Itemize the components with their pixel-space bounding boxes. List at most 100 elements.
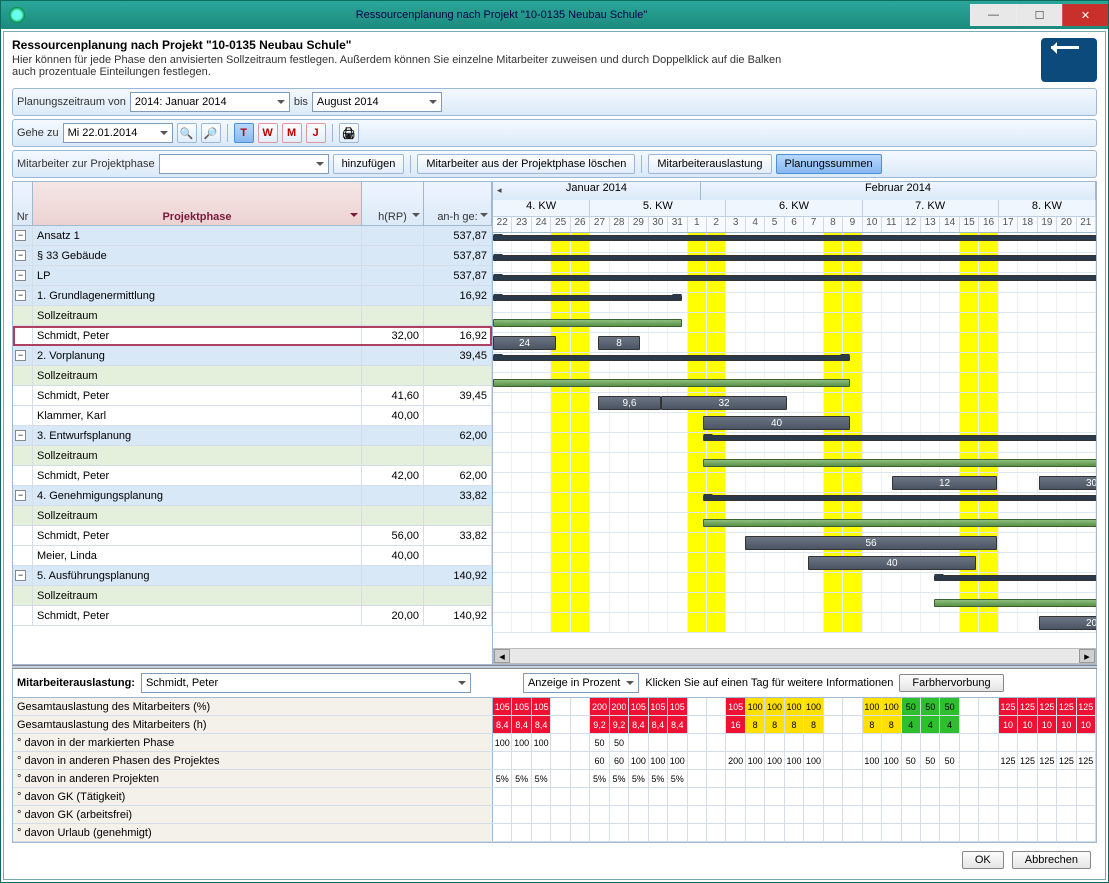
util-cell[interactable]: 100: [746, 752, 765, 769]
util-cell[interactable]: [785, 734, 804, 751]
util-cell[interactable]: [668, 734, 687, 751]
util-cell[interactable]: [1077, 770, 1096, 787]
util-cell[interactable]: [707, 806, 726, 823]
table-row[interactable]: −§ 33 Gebäude537,87: [13, 246, 492, 266]
util-cell[interactable]: 105: [532, 698, 551, 715]
util-cell[interactable]: 125: [1077, 698, 1096, 715]
util-cell[interactable]: 50: [940, 752, 959, 769]
col-hrp[interactable]: h(RP): [362, 182, 424, 225]
util-cell[interactable]: 60: [610, 752, 629, 769]
util-cell[interactable]: 8: [804, 716, 823, 733]
util-cell[interactable]: [1077, 806, 1096, 823]
util-cell[interactable]: 100: [493, 734, 512, 751]
util-cell[interactable]: [979, 788, 998, 805]
util-cell[interactable]: 100: [765, 752, 784, 769]
util-cell[interactable]: [902, 824, 921, 841]
util-cell[interactable]: [979, 752, 998, 769]
collapse-icon[interactable]: −: [15, 570, 26, 581]
util-cell[interactable]: 60: [590, 752, 609, 769]
util-cell[interactable]: [610, 824, 629, 841]
util-cell[interactable]: [921, 824, 940, 841]
day-header[interactable]: 4: [746, 217, 765, 232]
gantt-bar[interactable]: [934, 575, 1096, 581]
util-cell[interactable]: 4: [940, 716, 959, 733]
util-cell[interactable]: [746, 788, 765, 805]
util-cell[interactable]: 8,4: [532, 716, 551, 733]
util-cell[interactable]: [649, 824, 668, 841]
util-cell[interactable]: [571, 752, 590, 769]
util-cell[interactable]: [707, 752, 726, 769]
util-cell[interactable]: [843, 716, 862, 733]
minimize-button[interactable]: —: [970, 4, 1016, 26]
gantt-bar[interactable]: 12: [892, 476, 997, 490]
back-icon[interactable]: [1041, 38, 1097, 82]
util-cell[interactable]: 105: [629, 698, 648, 715]
util-cell[interactable]: [882, 770, 901, 787]
util-cell[interactable]: [590, 788, 609, 805]
util-cell[interactable]: [629, 806, 648, 823]
util-cell[interactable]: [649, 788, 668, 805]
day-header[interactable]: 2: [707, 217, 726, 232]
day-header[interactable]: 14: [940, 217, 959, 232]
table-row[interactable]: Klammer, Karl40,00: [13, 406, 492, 426]
util-cell[interactable]: 100: [785, 698, 804, 715]
combo-from[interactable]: 2014: Januar 2014: [130, 92, 290, 112]
view-day-button[interactable]: T: [234, 123, 254, 143]
util-cell[interactable]: [999, 806, 1018, 823]
util-cell[interactable]: [532, 806, 551, 823]
gantt-bar[interactable]: 20: [1039, 616, 1096, 630]
util-cell[interactable]: [1057, 788, 1076, 805]
util-cell[interactable]: [902, 770, 921, 787]
util-cell[interactable]: 5%: [610, 770, 629, 787]
util-cell[interactable]: [843, 806, 862, 823]
util-cell[interactable]: 100: [882, 752, 901, 769]
util-cell[interactable]: [726, 770, 745, 787]
util-cell[interactable]: [940, 734, 959, 751]
gantt-row[interactable]: [493, 573, 1096, 593]
util-cell[interactable]: [1038, 824, 1057, 841]
util-cell[interactable]: [765, 788, 784, 805]
collapse-icon[interactable]: −: [15, 430, 26, 441]
util-cell[interactable]: 125: [1077, 752, 1096, 769]
util-cell[interactable]: [902, 788, 921, 805]
util-cell[interactable]: [960, 716, 979, 733]
util-employee-combo[interactable]: Schmidt, Peter: [141, 673, 471, 693]
day-header[interactable]: 18: [1018, 217, 1037, 232]
table-row[interactable]: Sollzeitraum: [13, 506, 492, 526]
util-mode-combo[interactable]: Anzeige in Prozent: [523, 673, 639, 693]
util-cell[interactable]: 4: [921, 716, 940, 733]
util-cell[interactable]: [746, 824, 765, 841]
util-cell[interactable]: 10: [1018, 716, 1037, 733]
util-cell[interactable]: [493, 806, 512, 823]
util-cell[interactable]: [1018, 806, 1037, 823]
h-scrollbar[interactable]: ◂ ▸: [493, 648, 1096, 664]
util-cell[interactable]: [999, 788, 1018, 805]
table-row[interactable]: Sollzeitraum: [13, 306, 492, 326]
util-cell[interactable]: 9,2: [590, 716, 609, 733]
table-row[interactable]: Sollzeitraum: [13, 586, 492, 606]
combo-goto-date[interactable]: Mi 22.01.2014: [63, 123, 173, 143]
util-cell[interactable]: [921, 770, 940, 787]
gantt-row[interactable]: [493, 493, 1096, 513]
util-cell[interactable]: [551, 770, 570, 787]
util-cell[interactable]: 8: [746, 716, 765, 733]
util-cell[interactable]: [688, 806, 707, 823]
util-cell[interactable]: [688, 698, 707, 715]
util-cell[interactable]: 5%: [668, 770, 687, 787]
view-week-button[interactable]: W: [258, 123, 278, 143]
util-cell[interactable]: [960, 752, 979, 769]
util-cell[interactable]: 100: [863, 698, 882, 715]
collapse-icon[interactable]: −: [15, 270, 26, 281]
util-cell[interactable]: [1077, 788, 1096, 805]
util-cell[interactable]: [824, 824, 843, 841]
gantt-bar[interactable]: 32: [661, 396, 787, 410]
table-row[interactable]: Schmidt, Peter32,0016,92: [13, 326, 492, 346]
util-cell[interactable]: 100: [649, 752, 668, 769]
day-header[interactable]: 13: [921, 217, 940, 232]
util-cell[interactable]: [746, 806, 765, 823]
collapse-icon[interactable]: −: [15, 230, 26, 241]
util-cell[interactable]: [940, 806, 959, 823]
util-cell[interactable]: [512, 752, 531, 769]
util-cell[interactable]: [707, 824, 726, 841]
gantt-bar[interactable]: 24: [493, 336, 556, 350]
